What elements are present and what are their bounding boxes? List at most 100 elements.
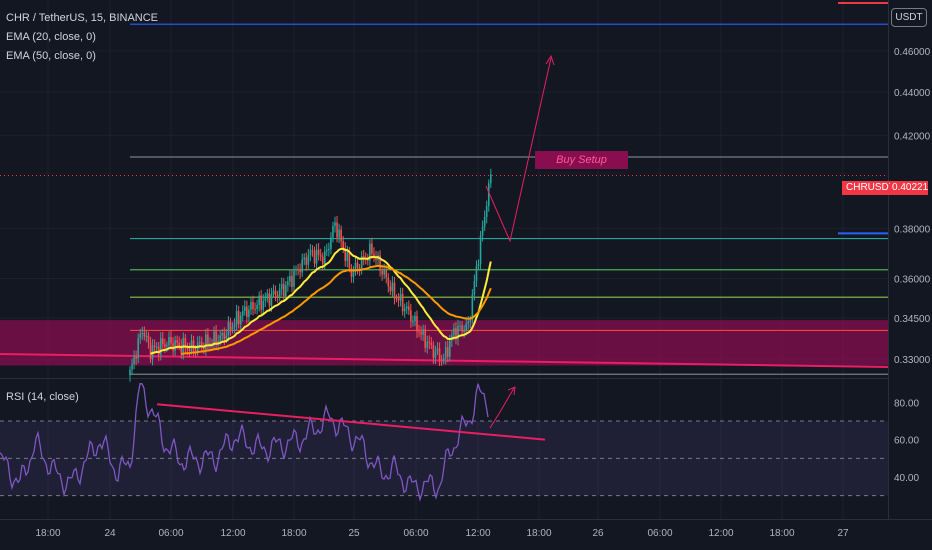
candle-body	[258, 295, 260, 305]
candle-body	[291, 275, 293, 287]
candle-body	[135, 356, 137, 359]
candle-body	[381, 271, 383, 275]
time-axis-label: 18:00	[769, 528, 794, 539]
buy-setup-annotation: Buy Setup	[535, 151, 628, 169]
time-axis-label: 06:00	[647, 528, 672, 539]
candle-body	[485, 206, 488, 217]
symbol-price-tag: CHRUSDT	[842, 181, 899, 195]
candle-body	[323, 251, 326, 264]
candle-body	[256, 304, 258, 309]
candle-body	[305, 257, 308, 265]
candle-body	[319, 254, 322, 257]
price-axis-label: 0.44000	[894, 88, 931, 99]
candle-body	[211, 343, 213, 345]
candle-body	[330, 237, 332, 249]
ema50-line	[181, 264, 492, 356]
candle-body	[360, 256, 363, 271]
candle-body	[309, 250, 312, 256]
candle-body	[383, 270, 385, 275]
candle-body	[477, 264, 480, 267]
ema50-legend: EMA (50, close, 0)	[6, 50, 96, 62]
candle-body	[412, 321, 414, 323]
candle-body	[176, 340, 178, 343]
candle-body	[332, 225, 334, 238]
candle-body	[438, 348, 441, 360]
candle-body	[266, 293, 269, 299]
candle-body	[188, 349, 191, 351]
candle-body	[430, 342, 433, 346]
candle-body	[139, 333, 142, 339]
candle-body	[395, 298, 398, 300]
candle-body	[422, 329, 424, 335]
candle-body	[178, 342, 180, 346]
candle-body	[299, 269, 301, 273]
candle-body	[313, 250, 316, 264]
candle-body	[321, 256, 324, 264]
price-axis-label: 0.34500	[894, 314, 931, 325]
candle-body	[446, 347, 449, 357]
candle-body	[405, 306, 408, 309]
candle-body	[481, 226, 484, 236]
time-axis-label: 27	[837, 528, 849, 539]
candle-body	[159, 338, 162, 355]
time-axis-label: 26	[592, 528, 604, 539]
candle-body	[155, 346, 158, 348]
candle-body	[440, 359, 443, 361]
candle-body	[444, 347, 447, 359]
candle-body	[379, 255, 381, 272]
candle-body	[297, 269, 299, 271]
candle-body	[348, 252, 351, 269]
candle-body	[342, 241, 344, 249]
price-axis-label: 0.42000	[894, 131, 931, 142]
candle-body	[239, 315, 242, 325]
candle-body	[408, 306, 410, 311]
candle-body	[453, 328, 455, 336]
candle-body	[328, 248, 330, 251]
candle-body	[184, 337, 187, 349]
candle-body	[373, 253, 375, 257]
candle-body	[428, 341, 431, 343]
candle-body	[369, 243, 371, 261]
time-axis-label: 06:00	[158, 528, 183, 539]
candle-body	[455, 328, 457, 340]
candle-body	[432, 345, 435, 358]
candle-body	[213, 331, 215, 344]
candle-body	[457, 325, 459, 340]
candle-body	[393, 282, 396, 299]
candle-body	[401, 294, 404, 312]
candle-body	[170, 337, 172, 344]
candle-body	[344, 248, 347, 261]
candle-body	[235, 311, 238, 325]
candle-body	[147, 335, 150, 343]
candle-body	[397, 298, 400, 301]
candle-body	[338, 229, 340, 238]
candle-body	[244, 306, 246, 312]
candle-body	[131, 363, 133, 370]
candle-body	[434, 351, 437, 358]
candle-body	[276, 294, 279, 298]
rsi-line	[0, 383, 489, 502]
candle-body	[356, 262, 359, 269]
candle-body	[194, 349, 197, 352]
candle-body	[483, 216, 486, 227]
candle-body	[350, 268, 353, 277]
time-axis-label: 06:00	[403, 528, 428, 539]
candle-body	[326, 250, 328, 252]
candle-body	[157, 346, 160, 355]
candle-body	[463, 331, 465, 333]
currency-unit-button[interactable]: USDT	[891, 8, 927, 27]
candle-body	[389, 286, 392, 292]
candle-body	[250, 302, 252, 310]
candle-body	[223, 333, 226, 339]
price-axis-label: 0.38000	[894, 224, 931, 235]
price-axis-label: 0.33000	[894, 355, 931, 366]
candle-body	[391, 282, 394, 292]
candle-body	[192, 340, 195, 350]
candle-body	[375, 256, 377, 260]
candle-body	[475, 266, 478, 281]
candle-body	[145, 335, 148, 337]
candle-body	[219, 335, 221, 342]
candle-body	[469, 319, 472, 322]
price-axis-label: 0.36000	[894, 274, 931, 285]
